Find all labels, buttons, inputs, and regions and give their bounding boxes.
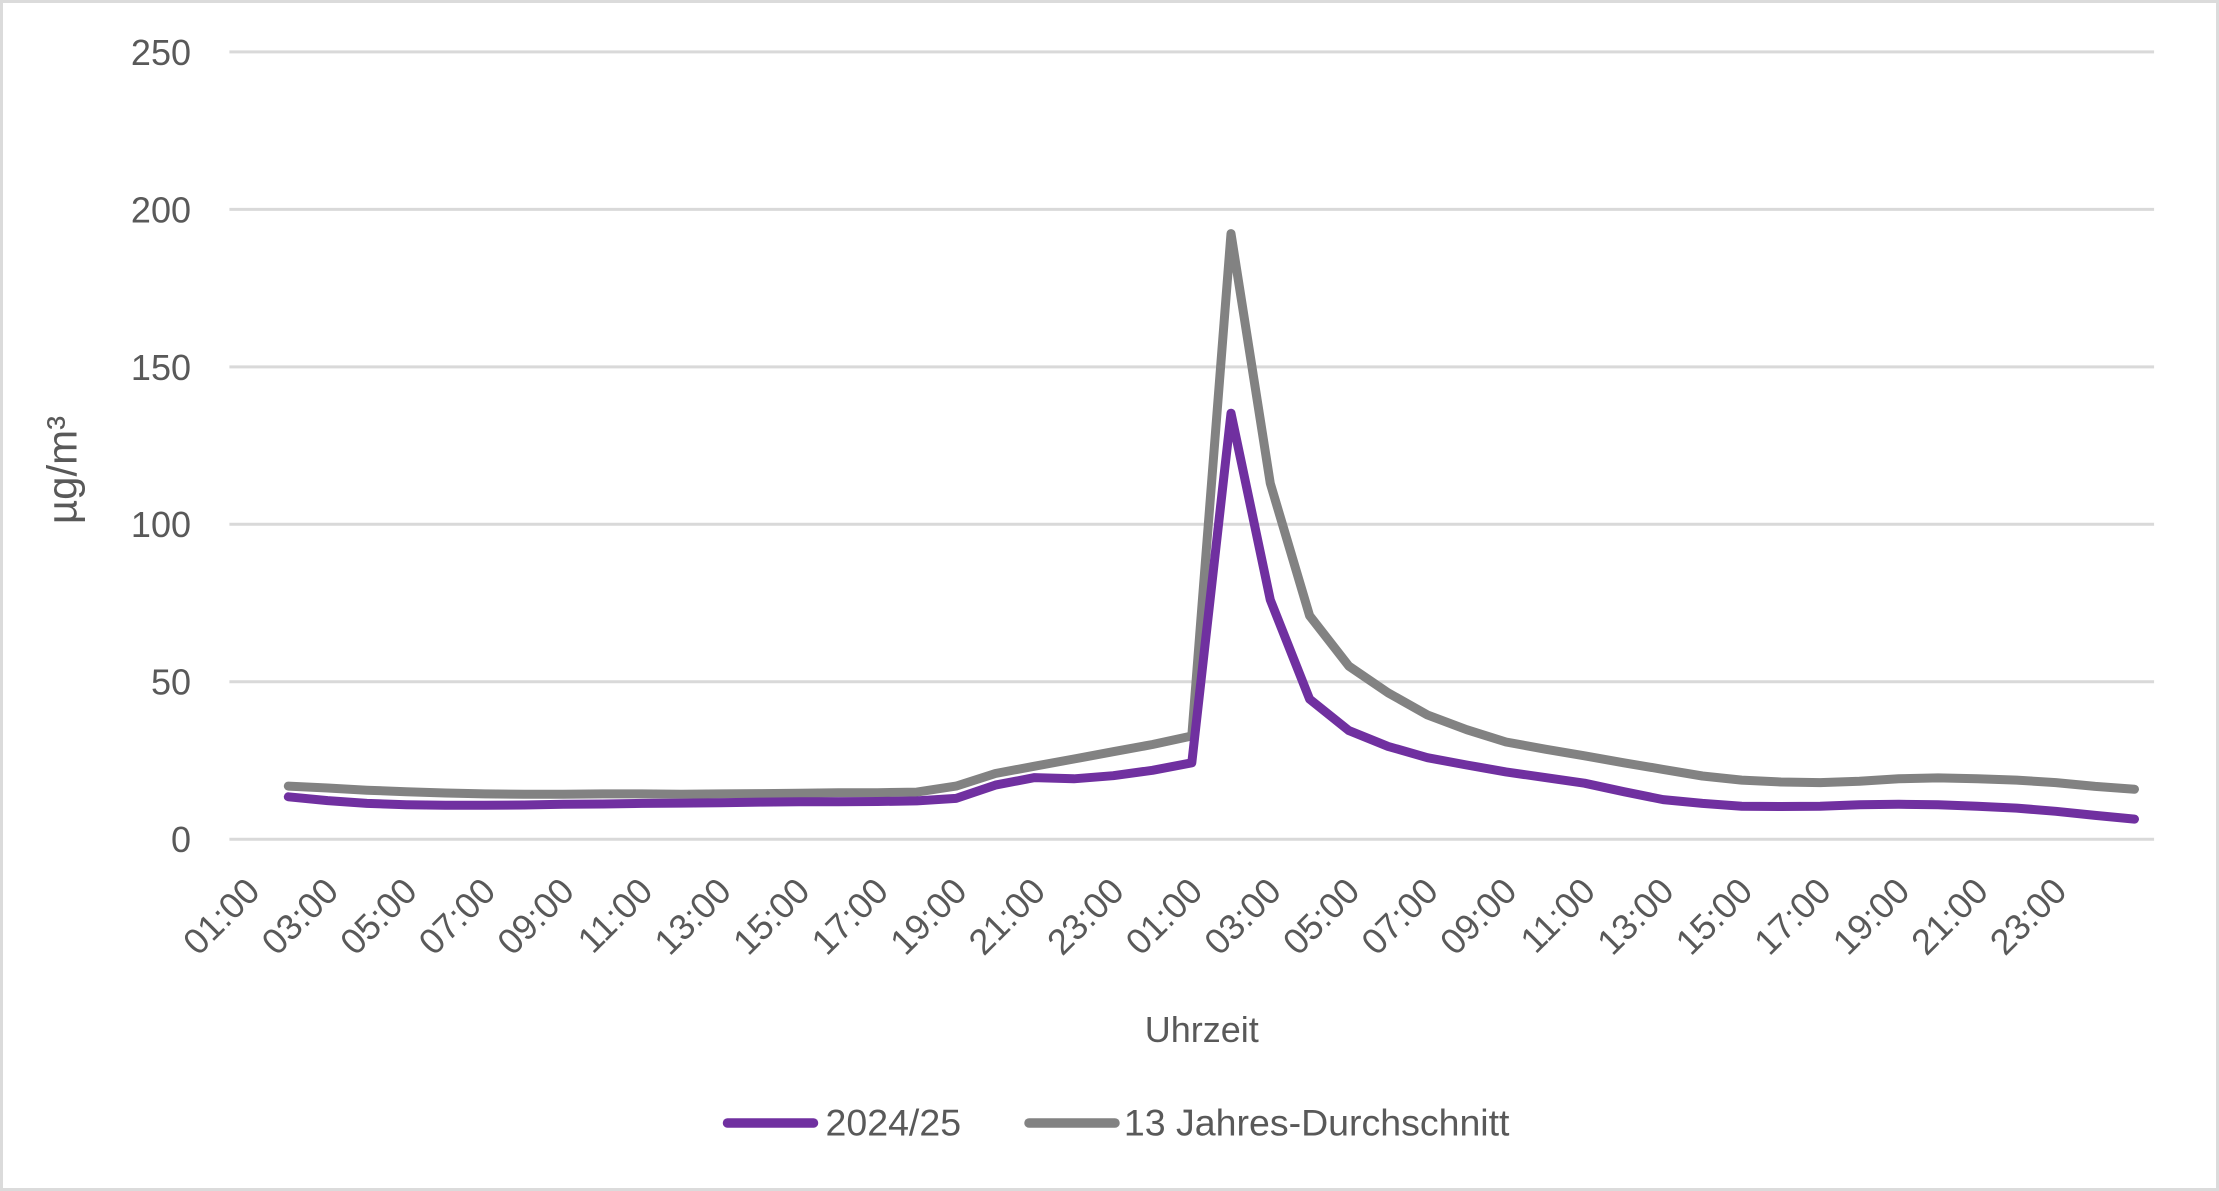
svg-text:Uhrzeit: Uhrzeit xyxy=(1145,1009,1259,1050)
svg-text:2024/25: 2024/25 xyxy=(826,1102,962,1144)
svg-text:250: 250 xyxy=(131,32,191,73)
svg-text:µg/m³: µg/m³ xyxy=(39,416,86,524)
svg-text:13 Jahres-Durchschnitt: 13 Jahres-Durchschnitt xyxy=(1124,1102,1510,1144)
svg-text:200: 200 xyxy=(131,189,191,230)
svg-text:0: 0 xyxy=(171,819,191,860)
svg-text:50: 50 xyxy=(151,662,191,703)
svg-text:150: 150 xyxy=(131,347,191,388)
svg-text:100: 100 xyxy=(131,504,191,545)
